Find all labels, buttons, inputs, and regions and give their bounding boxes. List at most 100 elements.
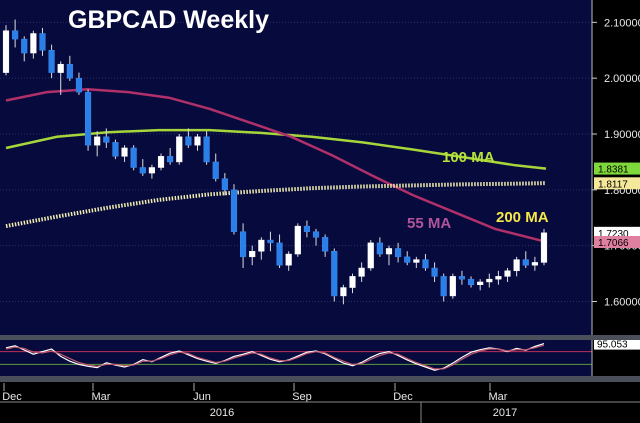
x-tick-label: Sep xyxy=(292,391,312,403)
candlesticks xyxy=(2,19,548,305)
price-tag xyxy=(594,235,640,248)
candle-body xyxy=(185,136,192,146)
candle-body xyxy=(2,30,10,73)
candle-body xyxy=(413,259,420,263)
candle-body xyxy=(349,276,356,288)
candle-body xyxy=(513,259,520,272)
candle-body xyxy=(440,276,447,297)
candle-body xyxy=(467,278,475,285)
chart-title: GBPCAD Weekly xyxy=(68,6,269,34)
price-tag xyxy=(594,177,640,190)
candle-body xyxy=(121,147,128,157)
x-axis: Dec Mar Jun Sep Dec Mar 2016 2017 xyxy=(0,335,640,423)
candle-body xyxy=(167,156,174,163)
candle-body xyxy=(477,281,484,286)
candle-body xyxy=(39,33,46,51)
price-tag-label: 1.7066 xyxy=(598,238,629,249)
panel-separator xyxy=(0,335,640,340)
ma-line-ma200 xyxy=(5,181,547,229)
candle-body xyxy=(431,267,438,277)
x-tick-label: Dec xyxy=(393,391,413,403)
year-label: 2016 xyxy=(210,407,234,419)
candle-body xyxy=(221,178,228,191)
ma-label: 100 MA xyxy=(442,149,495,166)
candle-body xyxy=(495,276,502,280)
candle-body xyxy=(504,270,511,277)
candle-body xyxy=(522,259,529,266)
price-tag-label: 1.8381 xyxy=(598,165,629,176)
candle-body xyxy=(139,167,146,174)
candle-body xyxy=(258,239,265,252)
osc-value-label: 95.053 xyxy=(597,340,628,351)
candle-body xyxy=(385,248,393,255)
ma-label: 55 MA xyxy=(407,215,451,232)
candle-body xyxy=(203,136,210,163)
candle-body xyxy=(267,239,274,244)
candle-body xyxy=(157,156,165,168)
ma-label: 200 MA xyxy=(496,209,549,226)
moving-average-lines xyxy=(5,88,547,244)
candle-body xyxy=(148,167,155,174)
candle-body xyxy=(249,251,256,258)
candle-body xyxy=(486,278,493,283)
candle-body xyxy=(358,267,365,277)
candle-body xyxy=(404,256,411,263)
candle-body xyxy=(331,251,338,297)
y-tick-label: 1.90000 xyxy=(604,129,640,141)
candle-body xyxy=(531,262,538,266)
candle-body xyxy=(212,161,219,179)
year-label: 2017 xyxy=(493,407,517,419)
candle-body xyxy=(540,232,548,263)
main-panel-background xyxy=(0,0,592,335)
candle-body xyxy=(194,136,201,146)
candle-body xyxy=(66,63,73,79)
candle-body xyxy=(340,287,347,297)
candle-body xyxy=(130,147,137,168)
y-axis: 2.100002.000001.900001.800001.700001.600… xyxy=(591,0,640,380)
y-tick-label: 2.00000 xyxy=(604,73,640,85)
x-tick-label: Jun xyxy=(193,391,211,403)
osc-line-slow xyxy=(5,344,545,370)
candle-body xyxy=(12,30,19,40)
price-tag-label: 1.8117 xyxy=(598,179,628,190)
oscillator-lines xyxy=(0,343,592,371)
candle-body xyxy=(84,91,92,146)
candle-body xyxy=(285,253,292,266)
candle-body xyxy=(112,142,119,157)
x-tick-label: Mar xyxy=(92,391,111,403)
candle-body xyxy=(240,231,247,258)
candle-body xyxy=(322,237,329,252)
price-tag-label: 1.7230 xyxy=(598,229,629,240)
y-tick-label: 1.60000 xyxy=(604,297,640,309)
candle-body xyxy=(57,63,64,73)
osc-line-fast xyxy=(5,343,545,371)
price-tag xyxy=(594,162,640,175)
candle-body xyxy=(75,77,83,93)
y-tick-label: 2.10000 xyxy=(604,17,640,29)
ma-labels: 100 MA 55 MA 200 MA xyxy=(407,149,549,232)
candle-body xyxy=(276,242,283,266)
osc-value-tag xyxy=(594,337,640,350)
ma-line-ma55 xyxy=(5,88,547,244)
candle-body xyxy=(422,259,429,269)
candle-body xyxy=(449,276,456,297)
candle-body xyxy=(21,38,28,54)
candle-body xyxy=(294,225,301,255)
candle-body xyxy=(230,189,238,232)
candle-body xyxy=(367,242,374,269)
candle-body xyxy=(48,50,55,73)
candle-body xyxy=(94,136,101,146)
candle-body xyxy=(395,248,402,258)
x-tick-label: Dec xyxy=(2,391,22,403)
candle-body xyxy=(458,276,466,280)
candle-body xyxy=(303,225,310,232)
candle-body xyxy=(30,33,37,54)
candle-body xyxy=(176,136,183,163)
candle-body xyxy=(312,231,320,238)
x-tick-label: Mar xyxy=(489,391,508,403)
price-tag xyxy=(594,226,640,239)
candle-body xyxy=(103,136,110,143)
panel-separator xyxy=(0,376,640,382)
